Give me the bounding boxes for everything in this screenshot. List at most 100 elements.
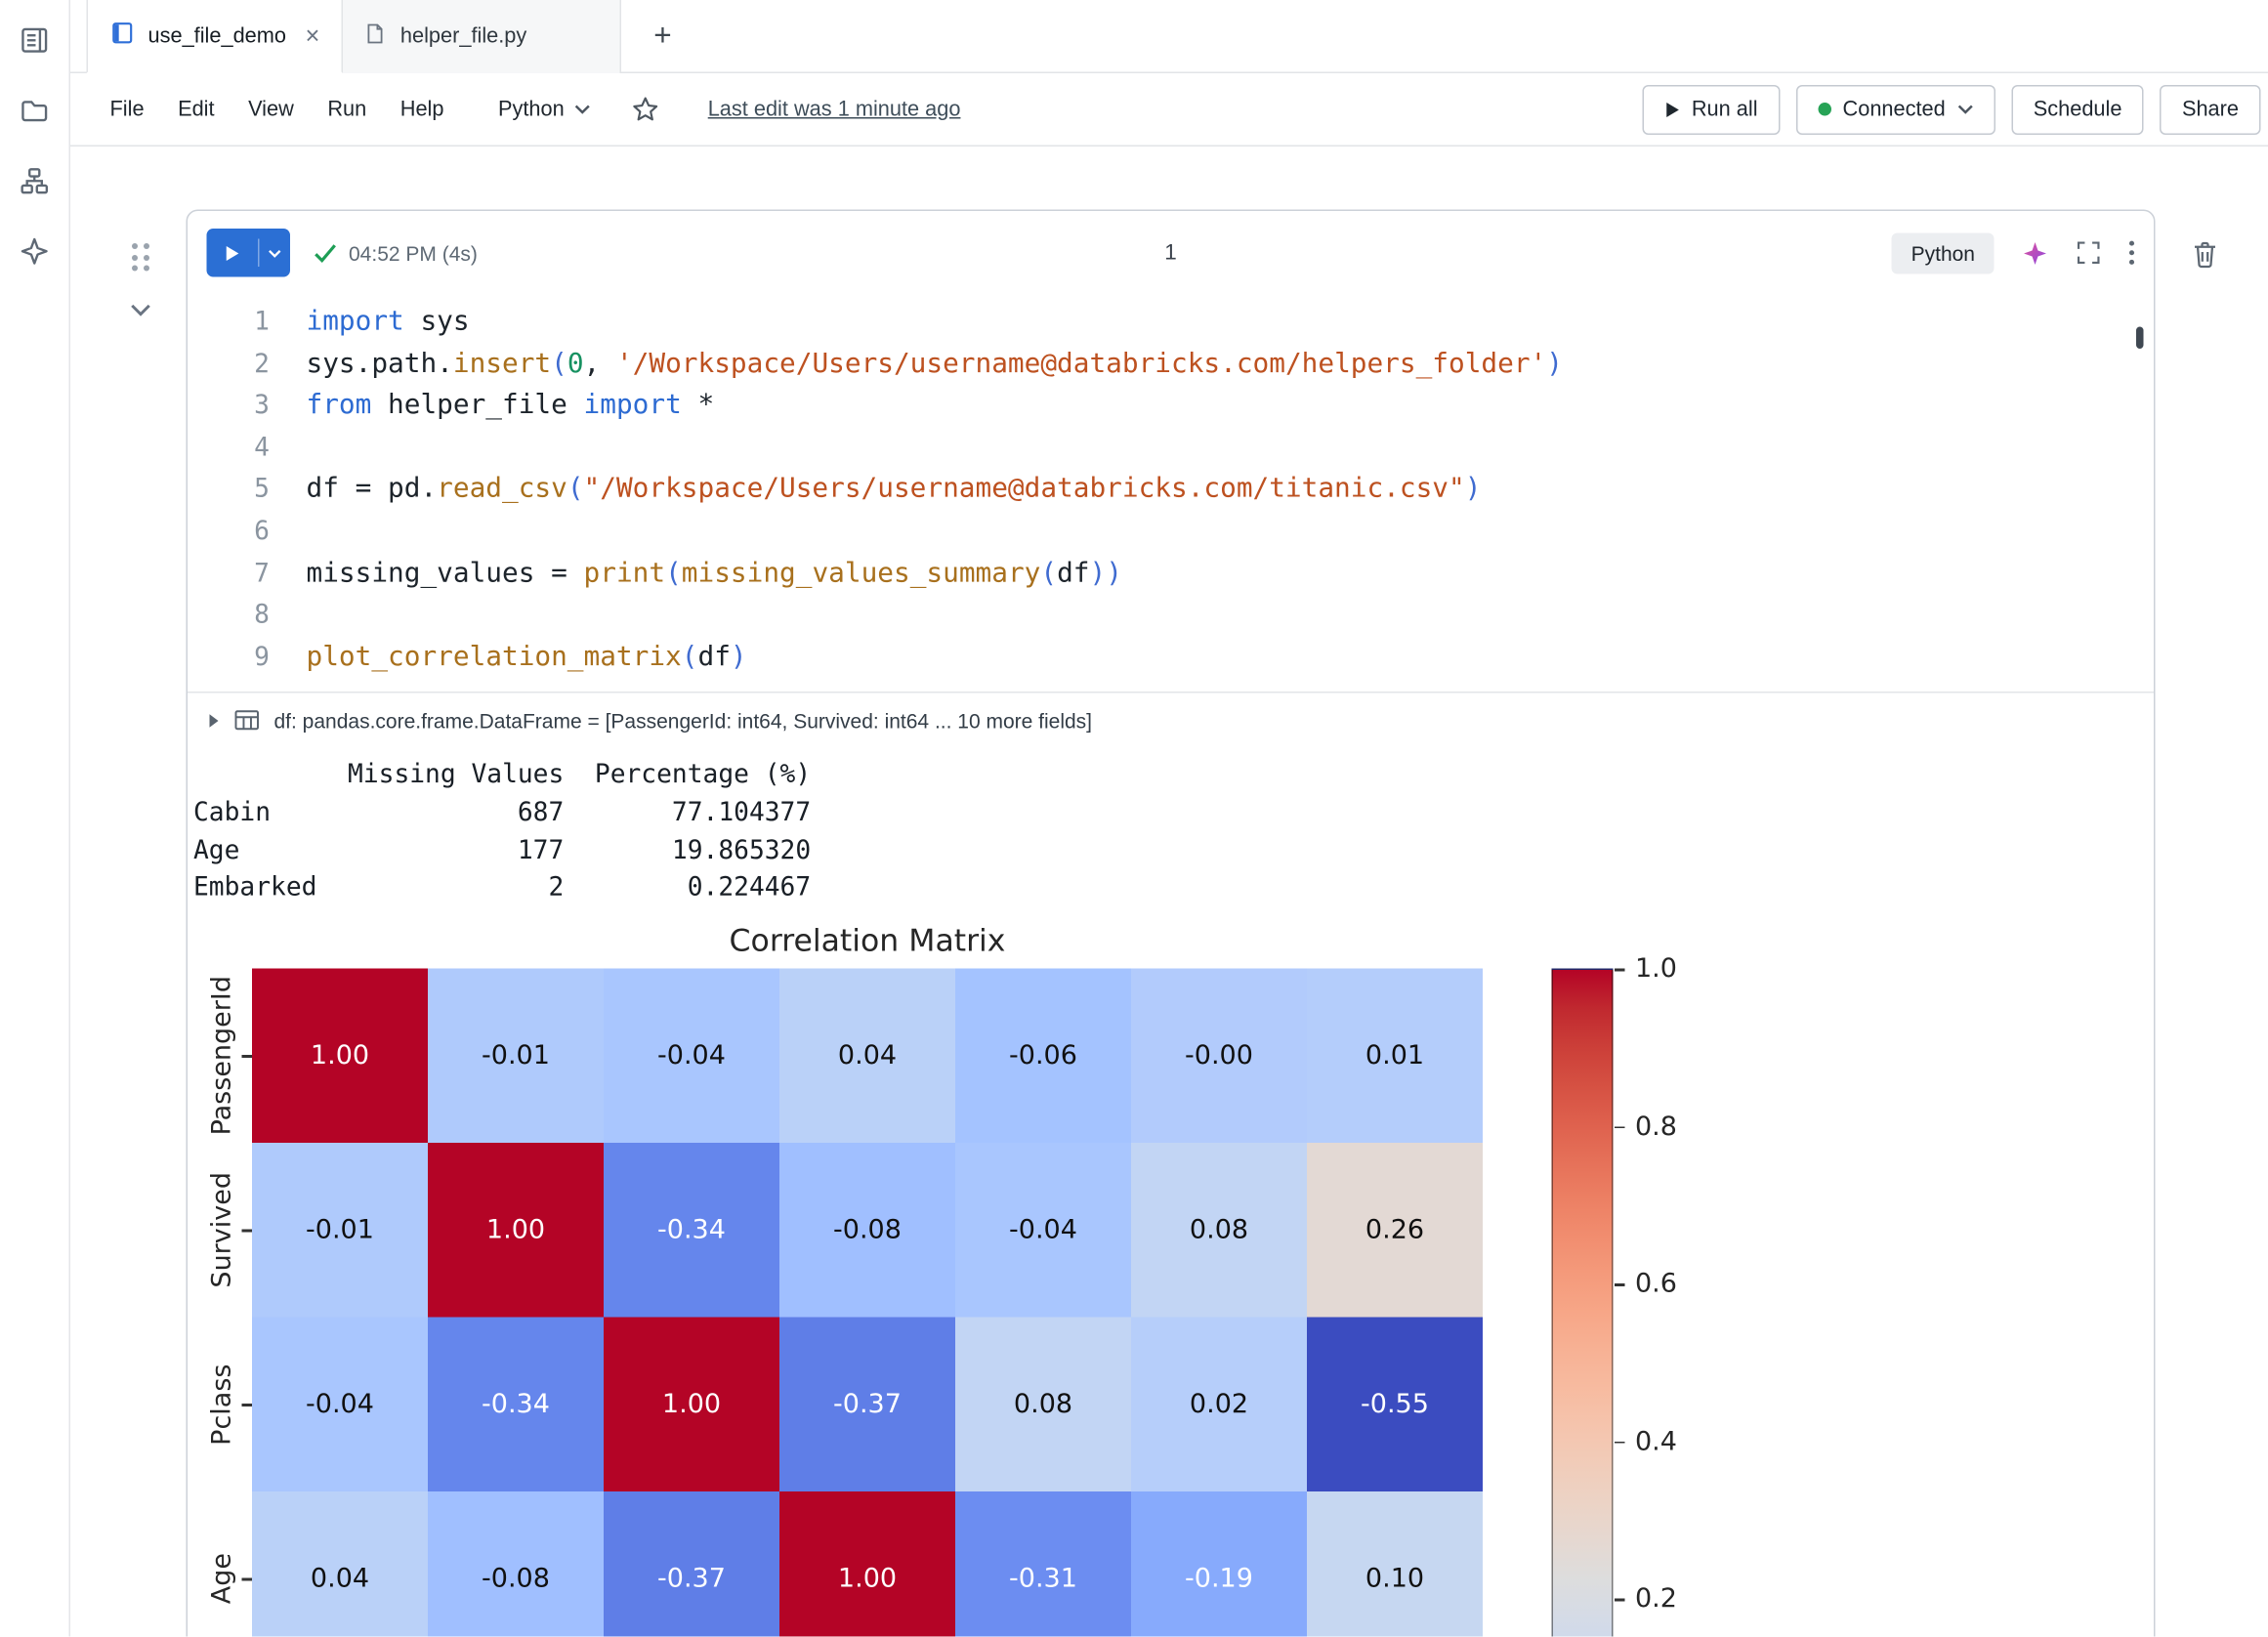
cell-output: df: pandas.core.frame.DataFrame = [Passe… <box>188 692 2154 1637</box>
code-editor[interactable]: 1 import sys 2 sys.path.insert(0, '/Workspa… <box>188 295 2154 693</box>
heatmap-row-label: PassengerId <box>205 976 237 1136</box>
expand-triangle-icon[interactable] <box>208 713 220 728</box>
schedule-button[interactable]: Schedule <box>2011 84 2144 135</box>
code-token: ( <box>551 348 567 379</box>
menu-help[interactable]: Help <box>399 97 444 121</box>
code-token: import <box>583 390 682 421</box>
code-line[interactable]: 9 plot_correlation_matrix(df) <box>188 637 2154 679</box>
colorbar-tick-label: 0.4 <box>1635 1425 1677 1457</box>
colorbar-tick-label: 0.6 <box>1635 1268 1677 1299</box>
language-selector-label: Python <box>497 97 565 121</box>
cell-drag-handle-icon[interactable] <box>132 243 149 272</box>
heatmap-cell: 0.04 <box>252 1491 428 1637</box>
colorbar-tick-label: 0.2 <box>1635 1582 1677 1615</box>
code-token: df = pd. <box>306 474 438 505</box>
y-axis-tick <box>241 1229 252 1232</box>
code-line[interactable]: 6 <box>188 511 2154 553</box>
workflows-icon[interactable] <box>20 166 51 197</box>
folder-icon[interactable] <box>20 96 51 127</box>
heatmap-cell: 0.08 <box>1131 1143 1307 1318</box>
assistant-icon[interactable] <box>20 236 51 268</box>
heatmap-cell: 1.00 <box>604 1317 779 1492</box>
run-all-button[interactable]: Run all <box>1641 84 1781 135</box>
heatmap-cell: 0.08 <box>955 1317 1131 1492</box>
heatmap-cell: -0.08 <box>779 1143 955 1318</box>
menu-file[interactable]: File <box>109 97 145 121</box>
cell-number: 1 <box>1164 240 1177 266</box>
code-line[interactable]: 7 missing_values = print(missing_values_s… <box>188 553 2154 595</box>
menubar-actions: Run all Connected Schedule Share <box>1641 84 2261 135</box>
play-icon <box>1665 102 1679 117</box>
y-axis-tick <box>241 1404 252 1406</box>
run-cell-button[interactable] <box>206 229 291 277</box>
table-of-contents-icon[interactable] <box>20 25 51 57</box>
code-token: ) <box>730 641 747 673</box>
code-line[interactable]: 3 from helper_file import * <box>188 386 2154 428</box>
code-token: missing_values_summary <box>681 557 1041 589</box>
code-token: insert <box>452 348 552 379</box>
assistant-sparkle-icon[interactable] <box>2022 239 2048 266</box>
cell-language-selector[interactable]: Python <box>1892 231 1995 273</box>
code-token: helper_file <box>371 390 584 421</box>
code-token: ( <box>567 474 584 505</box>
cluster-connect-button[interactable]: Connected <box>1795 84 1995 135</box>
code-token: 0 <box>567 348 584 379</box>
new-tab-button[interactable]: + <box>641 0 685 72</box>
code-line[interactable]: 5 df = pd.read_csv("/Workspace/Users/user… <box>188 470 2154 512</box>
heatmap-cell: -0.00 <box>1131 968 1307 1144</box>
table-of-contents-icon-svg <box>21 27 48 53</box>
colorbar-tick-label: 1.0 <box>1635 952 1677 985</box>
y-axis-tick <box>241 1055 252 1058</box>
heatmap-cell: -0.19 <box>1131 1491 1307 1637</box>
heatmap-cell: 0.02 <box>1131 1317 1307 1492</box>
code-token: df <box>697 641 731 673</box>
favorite-star-icon[interactable] <box>632 96 660 124</box>
workflows-icon-svg <box>21 168 49 194</box>
delete-cell-icon[interactable] <box>2191 239 2220 277</box>
line-number: 3 <box>254 391 270 421</box>
code-line[interactable]: 8 <box>188 595 2154 637</box>
code-token: df <box>1057 557 1090 589</box>
heatmap-cell: 1.00 <box>428 1143 604 1318</box>
collapse-cell-icon[interactable] <box>131 298 151 324</box>
heatmap-cell: -0.55 <box>1307 1317 1483 1492</box>
play-icon[interactable] <box>207 229 259 277</box>
heatmap-row-label: Pclass <box>205 1364 237 1446</box>
heatmap-cell: -0.01 <box>252 1143 428 1318</box>
tab-helper-file[interactable]: helper_file.py <box>343 0 622 73</box>
heatmap-cell: 0.26 <box>1307 1143 1483 1318</box>
language-selector[interactable]: Python <box>498 98 591 121</box>
close-tab-icon[interactable]: × <box>305 21 320 50</box>
code-line[interactable]: 2 sys.path.insert(0, '/Workspace/Users/us… <box>188 344 2154 386</box>
line-number: 2 <box>254 349 270 379</box>
run-options-chevron-icon[interactable] <box>260 229 291 277</box>
cell-toolbar-actions: Python <box>1892 231 2135 273</box>
tab-use-file-demo[interactable]: use_file_demo × <box>86 0 344 73</box>
chevron-down-icon <box>574 105 590 114</box>
tab-bar: use_file_demo × helper_file.py + <box>70 0 2268 73</box>
dataframe-result-row[interactable]: df: pandas.core.frame.DataFrame = [Passe… <box>188 693 2154 748</box>
scrollbar-thumb[interactable] <box>2136 326 2144 349</box>
menu-run[interactable]: Run <box>327 97 367 121</box>
colorbar-tick <box>1615 1125 1625 1129</box>
code-line[interactable]: 4 <box>188 428 2154 470</box>
menu-view[interactable]: View <box>248 97 294 121</box>
menu-edit[interactable]: Edit <box>178 97 215 121</box>
expand-cell-icon[interactable] <box>2077 240 2102 266</box>
connected-dot-icon <box>1818 103 1831 116</box>
code-token: * <box>681 390 715 421</box>
chevron-down-icon <box>1957 105 1973 114</box>
line-number: 9 <box>254 643 270 673</box>
code-token: plot_correlation_matrix <box>306 641 682 673</box>
share-button[interactable]: Share <box>2160 84 2261 135</box>
code-token: '/Workspace/Users/username@databricks.co… <box>615 348 1547 379</box>
code-token: )) <box>1089 557 1122 589</box>
code-token: ( <box>665 557 682 589</box>
last-edit-link[interactable]: Last edit was 1 minute ago <box>707 97 961 121</box>
heatmap-cell: -0.04 <box>604 968 779 1144</box>
code-line[interactable]: 1 import sys <box>188 302 2154 344</box>
correlation-matrix-figure: Correlation Matrix 1.00 -0.01 -0.04 0.04 -0.… <box>188 923 2154 1637</box>
cell-toolbar: 04:52 PM (4s) 1 Python <box>188 211 2154 295</box>
cell-menu-kebab-icon[interactable] <box>2128 240 2135 266</box>
